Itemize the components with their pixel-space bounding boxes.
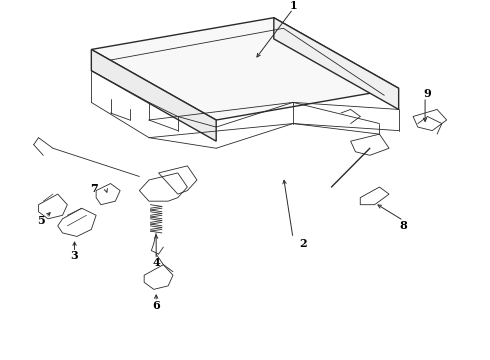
Text: 2: 2 bbox=[299, 238, 306, 249]
Text: 9: 9 bbox=[423, 88, 431, 99]
Text: 7: 7 bbox=[90, 183, 98, 194]
Text: 1: 1 bbox=[289, 0, 297, 11]
Polygon shape bbox=[91, 49, 216, 141]
Text: 3: 3 bbox=[71, 250, 78, 261]
Polygon shape bbox=[274, 18, 399, 109]
Text: 8: 8 bbox=[399, 220, 407, 231]
Text: 5: 5 bbox=[37, 215, 45, 226]
Text: 4: 4 bbox=[152, 257, 160, 269]
Text: 6: 6 bbox=[152, 300, 160, 311]
Polygon shape bbox=[91, 18, 399, 120]
